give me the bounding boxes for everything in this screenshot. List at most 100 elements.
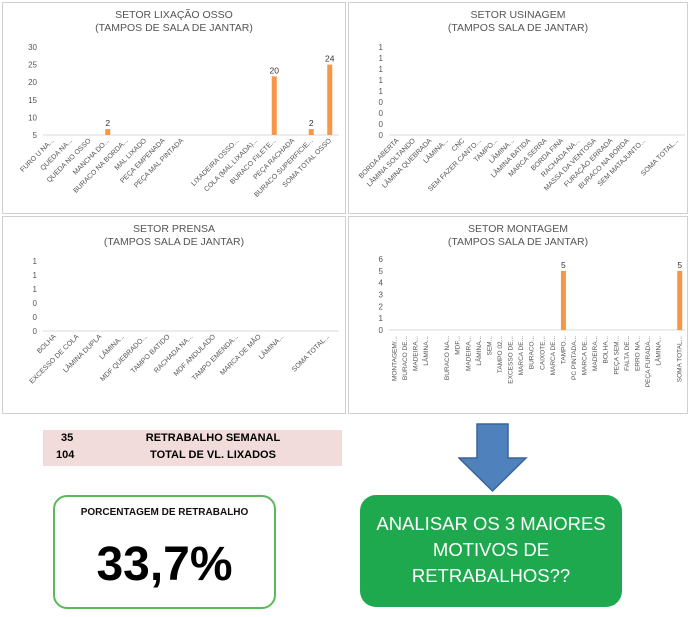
table-row: 104 TOTAL DE VL. LIXADOS	[43, 449, 342, 467]
data-label: 20	[270, 65, 280, 75]
x-tick-label: LÂMINA...	[421, 336, 430, 366]
x-tick-label: MARCA DE...	[518, 336, 525, 376]
y-tick-label: 2	[379, 302, 384, 311]
x-tick-label: MDF...	[455, 336, 462, 355]
y-tick-label: 10	[28, 113, 37, 122]
y-tick-label: 0	[379, 109, 384, 118]
y-tick-label: 1	[33, 257, 38, 266]
table-label: RETRABALHO SEMANAL	[145, 432, 281, 444]
y-tick-label: 0	[379, 326, 384, 335]
y-tick-label: 0	[33, 327, 38, 336]
action-box: ANALISAR OS 3 MAIORES MOTIVOS DE RETRABA…	[360, 495, 622, 607]
x-tick-label: BOLHA	[36, 333, 58, 355]
y-tick-label: 1	[379, 76, 384, 85]
x-tick-label: ERRO NA...	[634, 336, 641, 371]
chart-title: SETOR MONTAGEM	[468, 223, 568, 235]
x-tick-label: MDF ANDULADO	[173, 333, 218, 378]
y-tick-label: 20	[28, 78, 37, 87]
y-tick-label: 4	[379, 279, 384, 288]
x-tick-label: MARCA DE MÃO	[218, 332, 263, 377]
percentage-value: 33,7%	[96, 538, 233, 591]
y-tick-label: 5	[379, 267, 384, 276]
x-tick-label: BURACO NA...	[444, 336, 451, 380]
x-tick-label: PEÇA FURADA...	[645, 336, 652, 387]
chart-panel-lixacao-osso: SETOR LIXAÇÃO OSSO (TAMPOS DE SALA DE JA…	[2, 2, 346, 214]
chart-subtitle: (TAMPOS DE SALA DE JANTAR)	[95, 22, 253, 34]
y-tick-label: 0	[379, 131, 384, 140]
y-tick-label: 1	[379, 87, 384, 96]
y-tick-label: 1	[379, 65, 384, 74]
y-tick-label: 15	[28, 96, 37, 105]
table-value: 104	[56, 449, 75, 461]
y-tick-label: 1	[379, 43, 384, 52]
data-label: 5	[561, 260, 566, 270]
bar	[327, 64, 333, 135]
x-tick-label: LÂMINA DUPLA	[61, 332, 104, 375]
x-tick-label: LÂMINA...	[474, 336, 483, 366]
y-tick-label: 1	[33, 271, 38, 280]
x-tick-label: EXCESSO DE...	[508, 336, 515, 384]
percentage-box: PORCENTAGEM DE RETRABALHO 33,7%	[53, 495, 276, 609]
y-tick-label: 0	[33, 313, 38, 322]
x-tick-label: MARCA DE...	[550, 336, 557, 376]
x-tick-label: BOLHA...	[603, 336, 610, 364]
x-tick-label: MADEIRA...	[465, 336, 472, 371]
table-value: 35	[61, 432, 74, 444]
y-tick-label: 0	[379, 120, 384, 129]
percentage-title: PORCENTAGEM DE RETRABALHO	[80, 507, 249, 518]
y-tick-label: 3	[379, 291, 384, 300]
x-tick-label: TAMPO 02...	[497, 336, 504, 373]
x-tick-label: BURACO...	[529, 336, 536, 369]
chart-subtitle: (TAMPOS SALA DE JANTAR)	[447, 236, 589, 248]
table-row: 35 RETRABALHO SEMANAL	[43, 432, 342, 450]
y-tick-label: 1	[379, 314, 384, 323]
chart-panel-usinagem: SETOR USINAGEM (TAMPOS SALA DE JANTAR) 1…	[348, 2, 688, 214]
x-tick-label: BURACO DE...	[402, 336, 409, 380]
data-label: 2	[309, 118, 314, 128]
data-label: 2	[105, 118, 110, 128]
y-tick-label: 1	[33, 285, 38, 294]
x-tick-label: PEÇA SEM...	[613, 336, 620, 375]
x-tick-label: LÂMINA...	[654, 336, 663, 366]
y-tick-label: 5	[33, 131, 38, 140]
chart-panel-prensa: SETOR PRENSA (TAMPOS SALA DE JANTAR) 1 1 1…	[2, 216, 346, 414]
bar	[105, 129, 111, 135]
table-label: TOTAL DE VL. LIXADOS	[150, 449, 276, 461]
chart-title: SETOR USINAGEM	[470, 9, 566, 21]
bar	[677, 270, 683, 330]
summary-table: 35 RETRABALHO SEMANAL 104 TOTAL DE VL. L…	[43, 430, 342, 466]
x-tick-label: SEM...	[486, 336, 493, 356]
x-tick-label: MARCA DE...	[582, 336, 589, 376]
x-tick-label: FALTA DE...	[624, 336, 631, 371]
y-tick-label: 6	[379, 255, 384, 264]
y-tick-label: 0	[33, 299, 38, 308]
x-tick-label: MADEIRA...	[412, 336, 419, 371]
x-tick-label: MONTAGEM/...	[391, 336, 398, 381]
y-tick-label: 25	[28, 61, 37, 70]
data-label: 24	[325, 54, 335, 64]
down-arrow-icon	[458, 423, 528, 493]
x-tick-label: LÂMINA...	[257, 332, 286, 361]
x-tick-label: SOMA TOTAL...	[677, 336, 684, 382]
y-tick-label: 0	[379, 98, 384, 107]
bar	[560, 270, 566, 330]
chart-title: SETOR PRENSA	[132, 223, 216, 235]
bar	[308, 129, 314, 135]
x-tick-label: CAIXOTE...	[539, 336, 546, 370]
y-tick-label: 30	[28, 43, 37, 52]
x-tick-label: SOMA TOTAL...	[291, 333, 331, 373]
x-tick-label: TAMPO...	[560, 336, 567, 364]
x-tick-label: MADEIRA...	[592, 336, 599, 371]
chart-panel-montagem: SETOR MONTAGEM (TAMPOS SALA DE JANTAR) 6…	[348, 216, 688, 414]
x-tick-label: TAMPO BATIDO	[130, 333, 172, 375]
action-text: ANALISAR OS 3 MAIORES MOTIVOS DE RETRABA…	[376, 513, 606, 586]
x-tick-label: PC PINTADA...	[571, 336, 578, 380]
y-tick-label: 1	[379, 54, 384, 63]
chart-subtitle: (TAMPOS SALA DE JANTAR)	[447, 22, 589, 34]
chart-subtitle: (TAMPOS SALA DE JANTAR)	[103, 236, 245, 248]
bar	[271, 76, 277, 135]
